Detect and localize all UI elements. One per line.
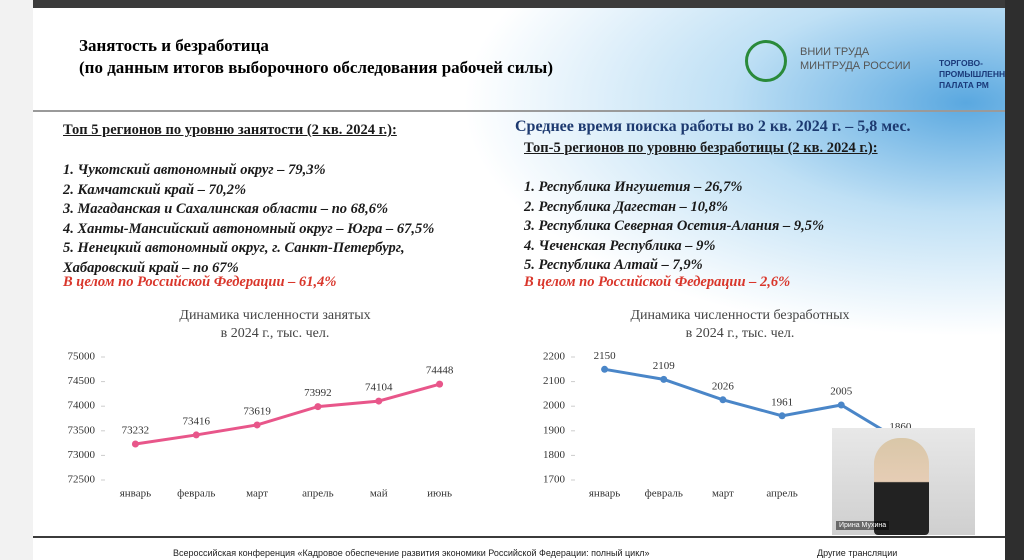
right-strip bbox=[1005, 0, 1024, 560]
section-heading: Топ 5 регионов по уровню занятости (2 кв… bbox=[63, 122, 397, 138]
y-tick-label: 1900 bbox=[543, 424, 566, 436]
x-tick-label: февраль bbox=[177, 488, 215, 500]
chart-title: Динамика численности безработных bbox=[630, 308, 849, 323]
logo-text: ВНИИ ТРУДА bbox=[800, 46, 870, 58]
point bbox=[375, 397, 383, 405]
x-tick-label: апрель bbox=[302, 488, 334, 500]
chart-title: в 2024 г., тыс. чел. bbox=[221, 326, 330, 341]
data-label: 73416 bbox=[183, 415, 211, 427]
chart-title: в 2024 г., тыс. чел. bbox=[686, 326, 795, 341]
logo-text: ТОРГОВО- bbox=[939, 58, 983, 68]
point bbox=[837, 401, 845, 409]
y-tick-label: 73000 bbox=[68, 449, 96, 461]
list-item: 5. Республика Алтай – 7,9% bbox=[524, 257, 703, 273]
slide-title: Занятость и безработица bbox=[79, 36, 269, 55]
event-title: Всероссийская конференция «Кадровое обес… bbox=[173, 548, 650, 558]
x-tick-label: апрель bbox=[766, 488, 798, 500]
person bbox=[874, 438, 929, 535]
data-label: 2026 bbox=[712, 380, 735, 392]
point bbox=[778, 412, 786, 420]
y-tick-label: 74500 bbox=[68, 375, 96, 387]
header-line bbox=[33, 110, 1005, 112]
list-item: 5. Ненецкий автономный округ, г. Санкт-П… bbox=[63, 240, 405, 256]
list-item: 1. Республика Ингушетия – 26,7% bbox=[524, 179, 743, 195]
chart-title: Динамика численности занятых bbox=[179, 308, 370, 323]
data-label: 74104 bbox=[365, 382, 393, 394]
x-tick-label: январь bbox=[120, 488, 151, 500]
x-tick-label: май bbox=[370, 488, 388, 500]
logo-text: ПАЛАТА РМ bbox=[939, 80, 989, 90]
list-item: 3. Магаданская и Сахалинская области – п… bbox=[63, 201, 389, 217]
list-item: 1. Чукотский автономный округ – 79,3% bbox=[63, 162, 326, 178]
y-tick-label: 1800 bbox=[543, 449, 566, 461]
total: В целом по Российской Федерации – 2,6% bbox=[524, 274, 791, 290]
x-tick-label: март bbox=[246, 488, 268, 500]
data-label: 73232 bbox=[122, 425, 150, 437]
y-tick-label: 74000 bbox=[68, 400, 96, 412]
point bbox=[253, 421, 261, 429]
data-label: 2109 bbox=[653, 360, 676, 372]
y-tick-label: 75000 bbox=[68, 351, 96, 363]
list-item: 4. Чеченская Республика – 9% bbox=[524, 237, 716, 254]
list-item: 3. Республика Северная Осетия-Алания – 9… bbox=[524, 218, 825, 234]
data-label: 1961 bbox=[771, 396, 793, 408]
x-tick-label: январь bbox=[589, 488, 620, 500]
speaker-name: Ирина Мухина bbox=[836, 521, 890, 530]
y-tick-label: 73500 bbox=[68, 424, 96, 436]
point bbox=[192, 431, 200, 439]
point bbox=[131, 440, 139, 448]
data-label: 73992 bbox=[304, 387, 332, 399]
footer: Всероссийская конференция «Кадровое обес… bbox=[33, 538, 1005, 560]
line bbox=[135, 382, 440, 446]
x-tick-label: март bbox=[712, 488, 734, 500]
other-streams[interactable]: Другие трансляции bbox=[817, 548, 898, 558]
sidebar bbox=[0, 0, 33, 560]
y-tick-label: 1700 bbox=[543, 474, 566, 486]
point bbox=[719, 396, 727, 404]
point bbox=[660, 375, 668, 383]
logo-emblem bbox=[745, 40, 787, 82]
point bbox=[601, 365, 609, 373]
section-heading: Топ-5 регионов по уровню безработицы (2 … bbox=[524, 140, 878, 156]
total: В целом по Российской Федерации – 61,4% bbox=[63, 274, 337, 290]
slide-subtitle: (по данным итогов выборочного обследован… bbox=[79, 58, 553, 77]
line bbox=[604, 367, 902, 442]
y-tick-label: 2000 bbox=[543, 400, 566, 412]
logo-text: МИНТРУДА РОССИИ bbox=[800, 60, 911, 72]
slide: Занятость и безработица (по данным итого… bbox=[33, 8, 1005, 536]
data-label: 2005 bbox=[830, 386, 853, 398]
data-label: 2150 bbox=[594, 350, 617, 362]
list-item: 4. Ханты-Мансийский автономный округ – Ю… bbox=[63, 220, 435, 237]
point bbox=[314, 403, 322, 411]
list-item: 2. Республика Дагестан – 10,8% bbox=[524, 198, 728, 215]
logo-text: ПРОМЫШЛЕННАЯ bbox=[939, 69, 1005, 79]
data-label: 74448 bbox=[426, 365, 454, 377]
y-tick-label: 2100 bbox=[543, 375, 566, 387]
y-tick-label: 72500 bbox=[68, 474, 96, 486]
headline: Среднее время поиска работы во 2 кв. 202… bbox=[515, 118, 911, 135]
video: Ирина Мухина bbox=[832, 428, 975, 535]
data-label: 73619 bbox=[243, 405, 271, 417]
list-item: 2. Камчатский край – 70,2% bbox=[63, 181, 247, 198]
list-item: Хабаровский край – по 67% bbox=[63, 259, 239, 276]
x-tick-label: июнь bbox=[427, 488, 452, 500]
x-tick-label: февраль bbox=[645, 488, 683, 500]
point bbox=[436, 380, 444, 388]
y-tick-label: 2200 bbox=[543, 351, 566, 363]
